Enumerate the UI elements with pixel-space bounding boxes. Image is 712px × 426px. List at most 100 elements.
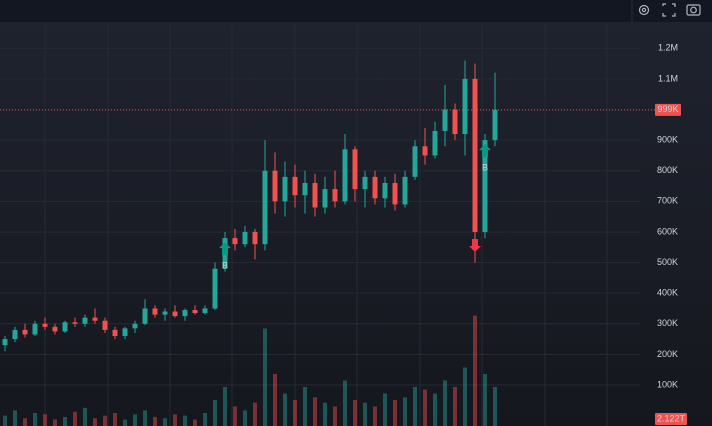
settings-icon-center[interactable] bbox=[641, 7, 647, 13]
volume-bar bbox=[353, 400, 357, 426]
volume-bar bbox=[93, 418, 97, 426]
candle-body bbox=[202, 308, 208, 314]
volume-bar bbox=[43, 414, 47, 426]
candle-body bbox=[442, 109, 448, 131]
volume-bar bbox=[193, 419, 197, 426]
candle-body bbox=[92, 317, 98, 321]
candle-body bbox=[282, 176, 288, 202]
volume-bar bbox=[103, 415, 107, 426]
candle-body bbox=[172, 311, 178, 317]
candle-body bbox=[142, 308, 148, 324]
volume-bar bbox=[343, 380, 347, 426]
last-price-badge bbox=[655, 103, 681, 116]
candle-body bbox=[62, 322, 68, 332]
candle-body bbox=[252, 231, 258, 245]
volume-bar bbox=[493, 387, 497, 426]
y-tick-label: 1.2M bbox=[658, 43, 678, 53]
y-tick-label: 500K bbox=[657, 257, 678, 267]
volume-bar bbox=[463, 367, 467, 426]
volume-bar bbox=[13, 410, 17, 426]
candle-body bbox=[312, 182, 318, 208]
volume-bar bbox=[373, 406, 377, 426]
candle-body bbox=[402, 176, 408, 205]
candle-body bbox=[52, 326, 58, 332]
volume-bar bbox=[423, 389, 427, 426]
candle-body bbox=[352, 149, 358, 190]
candle-body bbox=[422, 146, 428, 156]
candle-body bbox=[182, 310, 188, 317]
volume-bar bbox=[383, 393, 387, 426]
candle-body bbox=[212, 268, 218, 309]
candle-body bbox=[272, 170, 278, 202]
volume-bar bbox=[63, 416, 67, 426]
volume-bar bbox=[303, 387, 307, 426]
volume-bar bbox=[163, 418, 167, 426]
volume-badge bbox=[655, 413, 687, 425]
volume-bar bbox=[3, 415, 7, 426]
buy-arrow bbox=[219, 242, 231, 256]
volume-bar bbox=[433, 393, 437, 426]
volume-bar bbox=[363, 402, 367, 426]
sell-arrow bbox=[469, 238, 481, 252]
screenshot-icon[interactable] bbox=[686, 4, 701, 16]
volume-bar bbox=[133, 414, 137, 426]
fullscreen-icon[interactable] bbox=[662, 3, 676, 17]
candle-body bbox=[382, 182, 388, 199]
volume-bar bbox=[223, 387, 227, 426]
volume-bar bbox=[243, 410, 247, 426]
y-tick-label: 100K bbox=[657, 379, 678, 389]
candle-body bbox=[322, 189, 328, 208]
vertical-grid bbox=[44, 22, 608, 426]
candle-body bbox=[302, 182, 308, 196]
y-tick-label: 1.1M bbox=[658, 73, 678, 83]
volume-bar bbox=[313, 397, 317, 426]
candle-body bbox=[192, 310, 198, 314]
candle-body bbox=[332, 189, 338, 202]
y-tick-label: 200K bbox=[657, 349, 678, 359]
volume-bar bbox=[123, 419, 127, 426]
volume-bar bbox=[73, 411, 77, 426]
candle-body bbox=[2, 339, 8, 346]
candle-body bbox=[22, 329, 28, 335]
toolbar bbox=[0, 0, 712, 22]
candle-body bbox=[42, 323, 48, 327]
volume-label: 2.122T bbox=[657, 413, 686, 423]
candle-body bbox=[432, 130, 438, 156]
volume-bar bbox=[283, 393, 287, 426]
candle-body bbox=[132, 323, 138, 329]
last-price-label: 999K bbox=[657, 104, 678, 114]
buy-label: B bbox=[222, 260, 228, 270]
candle-body bbox=[102, 320, 108, 330]
candle-body bbox=[262, 170, 268, 245]
candle-body bbox=[462, 78, 468, 135]
candle-body bbox=[242, 231, 248, 245]
volume-bar bbox=[403, 397, 407, 426]
candle-body bbox=[412, 146, 418, 177]
volume-bar bbox=[83, 407, 87, 426]
volume-bar bbox=[483, 374, 487, 426]
volume-bar bbox=[203, 413, 207, 426]
volume-bar bbox=[233, 406, 237, 426]
volume-bar bbox=[153, 416, 157, 426]
screenshot-lens[interactable] bbox=[690, 6, 697, 14]
candle-body bbox=[372, 176, 378, 199]
volume-bar bbox=[173, 414, 177, 426]
y-tick-label: 800K bbox=[657, 165, 678, 175]
volume-bar bbox=[413, 387, 417, 426]
y-tick-label: 400K bbox=[657, 288, 678, 298]
volume-bar bbox=[453, 387, 457, 426]
candle-body bbox=[482, 140, 488, 232]
candle-body bbox=[232, 238, 238, 245]
settings-icon[interactable] bbox=[638, 4, 650, 16]
candle-body bbox=[72, 322, 78, 324]
candle-body bbox=[392, 182, 398, 205]
plot-background bbox=[0, 22, 712, 426]
candle-body bbox=[342, 149, 348, 202]
volume-bar bbox=[143, 410, 147, 426]
candle-body bbox=[362, 176, 368, 190]
candle-body bbox=[12, 329, 18, 340]
volume-bar bbox=[253, 402, 257, 426]
volume-bar bbox=[323, 402, 327, 426]
candle-body bbox=[292, 176, 298, 196]
